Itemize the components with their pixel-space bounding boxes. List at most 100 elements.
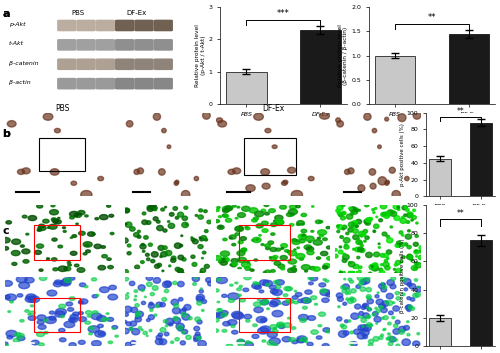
Circle shape [38, 229, 42, 231]
Text: β-actin: β-actin [9, 80, 30, 85]
Circle shape [380, 204, 387, 209]
Circle shape [325, 280, 329, 282]
Circle shape [25, 310, 29, 312]
Circle shape [301, 213, 306, 217]
Bar [40, 138, 86, 171]
Circle shape [414, 250, 419, 254]
Circle shape [306, 299, 311, 303]
Circle shape [375, 307, 378, 309]
Circle shape [6, 330, 17, 337]
Circle shape [196, 336, 201, 340]
Circle shape [305, 341, 308, 343]
Circle shape [64, 267, 71, 271]
Circle shape [398, 114, 406, 121]
Circle shape [252, 237, 261, 243]
Circle shape [419, 250, 422, 253]
Circle shape [322, 238, 328, 241]
Circle shape [222, 206, 231, 211]
FancyBboxPatch shape [96, 39, 115, 51]
Circle shape [78, 312, 84, 315]
Circle shape [142, 250, 145, 252]
Circle shape [136, 313, 140, 317]
Circle shape [232, 330, 238, 334]
Title: PBS: PBS [56, 103, 70, 113]
Circle shape [287, 251, 291, 253]
Circle shape [40, 276, 47, 281]
Circle shape [166, 325, 168, 327]
Circle shape [202, 251, 206, 254]
Circle shape [340, 324, 344, 327]
Circle shape [338, 306, 340, 308]
Circle shape [22, 249, 30, 254]
Circle shape [283, 180, 288, 184]
Circle shape [280, 205, 286, 209]
Circle shape [404, 243, 407, 246]
Circle shape [208, 281, 214, 286]
Y-axis label: p-Akt positive cells (%): p-Akt positive cells (%) [400, 123, 406, 186]
Circle shape [230, 237, 232, 239]
Circle shape [83, 242, 92, 247]
Circle shape [272, 145, 277, 149]
FancyBboxPatch shape [134, 39, 154, 51]
Circle shape [406, 209, 409, 211]
Circle shape [152, 252, 158, 257]
Circle shape [254, 113, 264, 120]
Circle shape [135, 304, 139, 307]
Circle shape [379, 270, 385, 275]
Circle shape [320, 289, 327, 293]
Circle shape [197, 320, 202, 324]
Text: **: ** [456, 209, 464, 217]
Circle shape [108, 341, 112, 344]
Circle shape [235, 233, 240, 235]
Circle shape [92, 278, 96, 281]
Circle shape [143, 331, 148, 335]
FancyBboxPatch shape [115, 39, 134, 51]
Circle shape [261, 244, 264, 245]
Circle shape [375, 264, 377, 266]
Circle shape [252, 324, 258, 327]
Circle shape [364, 219, 370, 224]
Circle shape [146, 221, 151, 225]
Circle shape [392, 316, 395, 319]
Circle shape [253, 282, 258, 285]
Circle shape [155, 305, 158, 308]
Circle shape [380, 334, 384, 336]
Circle shape [199, 237, 201, 239]
Circle shape [240, 249, 246, 252]
Circle shape [296, 293, 302, 297]
Circle shape [178, 298, 183, 301]
Circle shape [305, 236, 314, 241]
Circle shape [174, 243, 181, 249]
Circle shape [238, 268, 242, 270]
Circle shape [250, 342, 252, 343]
Circle shape [369, 324, 372, 327]
Circle shape [199, 209, 202, 212]
Circle shape [86, 250, 90, 253]
Circle shape [382, 282, 384, 284]
Circle shape [408, 230, 410, 232]
Circle shape [374, 317, 381, 322]
Circle shape [357, 333, 366, 339]
Circle shape [214, 312, 224, 318]
Circle shape [216, 313, 220, 317]
Circle shape [307, 342, 313, 346]
Circle shape [366, 315, 370, 318]
Circle shape [88, 232, 95, 236]
Circle shape [36, 332, 44, 337]
Circle shape [140, 244, 146, 249]
Circle shape [266, 308, 270, 310]
Circle shape [178, 255, 184, 260]
Circle shape [225, 206, 233, 210]
Circle shape [278, 264, 284, 268]
Circle shape [92, 341, 101, 346]
Circle shape [180, 341, 186, 345]
Circle shape [368, 308, 372, 311]
Circle shape [336, 317, 342, 321]
Circle shape [244, 314, 252, 319]
Circle shape [318, 312, 326, 316]
Circle shape [8, 311, 10, 312]
Circle shape [214, 289, 219, 292]
Bar [374, 55, 415, 104]
Circle shape [38, 226, 46, 231]
FancyBboxPatch shape [134, 59, 154, 70]
